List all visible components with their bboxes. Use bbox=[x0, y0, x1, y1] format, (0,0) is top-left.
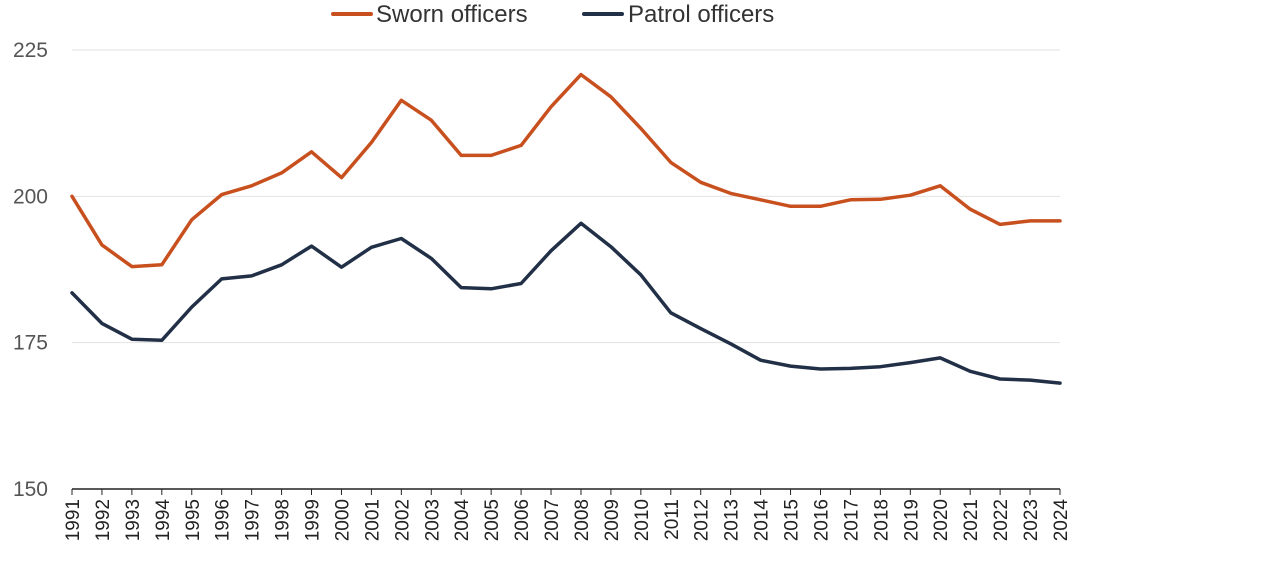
x-tick-label: 2019 bbox=[901, 499, 922, 541]
x-tick-label: 1995 bbox=[183, 499, 204, 541]
legend: Sworn officers Patrol officers bbox=[331, 1, 774, 28]
x-tick-label: 2011 bbox=[662, 499, 683, 540]
x-tick-label: 1994 bbox=[153, 499, 174, 542]
x-tick-label: 2003 bbox=[422, 499, 443, 541]
x-tick-label: 1997 bbox=[243, 499, 264, 541]
x-tick-label: 2020 bbox=[931, 499, 952, 541]
x-tick-label: 2023 bbox=[1021, 499, 1042, 541]
x-tick-label: 2022 bbox=[991, 499, 1012, 541]
x-tick-label: 1993 bbox=[123, 499, 144, 541]
x-tick-label: 2015 bbox=[782, 499, 803, 541]
y-tick-label: 175 bbox=[13, 332, 48, 355]
x-tick-label: 2006 bbox=[512, 499, 533, 541]
x-tick-label: 2021 bbox=[961, 499, 982, 541]
y-tick-label: 150 bbox=[13, 478, 48, 501]
x-tick-label: 2007 bbox=[542, 499, 563, 541]
x-tick-label: 2017 bbox=[841, 499, 862, 541]
x-tick-label: 2008 bbox=[572, 499, 593, 541]
x-tick-label: 1998 bbox=[273, 499, 294, 541]
legend-label: Sworn officers bbox=[376, 1, 528, 28]
x-tick-label: 2009 bbox=[602, 499, 623, 541]
x-tick-label: 1999 bbox=[303, 499, 324, 541]
x-tick-label: 2004 bbox=[452, 499, 473, 542]
x-tick-label: 1991 bbox=[63, 499, 84, 541]
series-line-sworn-officers bbox=[70, 72, 1062, 269]
x-tick-label: 2001 bbox=[362, 499, 383, 541]
x-tick-label: 2010 bbox=[632, 499, 653, 541]
x-tick-label: 1996 bbox=[213, 499, 234, 541]
y-tick-label: 200 bbox=[13, 185, 48, 208]
series-line-patrol-officers bbox=[70, 221, 1062, 385]
x-tick-label: 2002 bbox=[392, 499, 413, 541]
x-tick-label: 2012 bbox=[692, 499, 713, 541]
series-lines bbox=[70, 72, 1062, 385]
axes: 150 175 200 225 1991 1992 1993 1994 1995 1996 1997… bbox=[13, 39, 1072, 541]
x-tick-label: 2018 bbox=[871, 499, 892, 541]
x-tick-label: 2014 bbox=[752, 499, 773, 542]
x-tick-label: 2016 bbox=[811, 499, 832, 541]
y-tick-label: 225 bbox=[13, 39, 48, 62]
x-tick-label: 2000 bbox=[332, 499, 353, 541]
legend-label: Patrol officers bbox=[628, 1, 774, 28]
x-tick-label: 2013 bbox=[722, 499, 743, 541]
x-tick-label: 1992 bbox=[93, 499, 114, 541]
x-tick-label: 2005 bbox=[482, 499, 503, 541]
x-tick-label: 2024 bbox=[1051, 499, 1072, 542]
